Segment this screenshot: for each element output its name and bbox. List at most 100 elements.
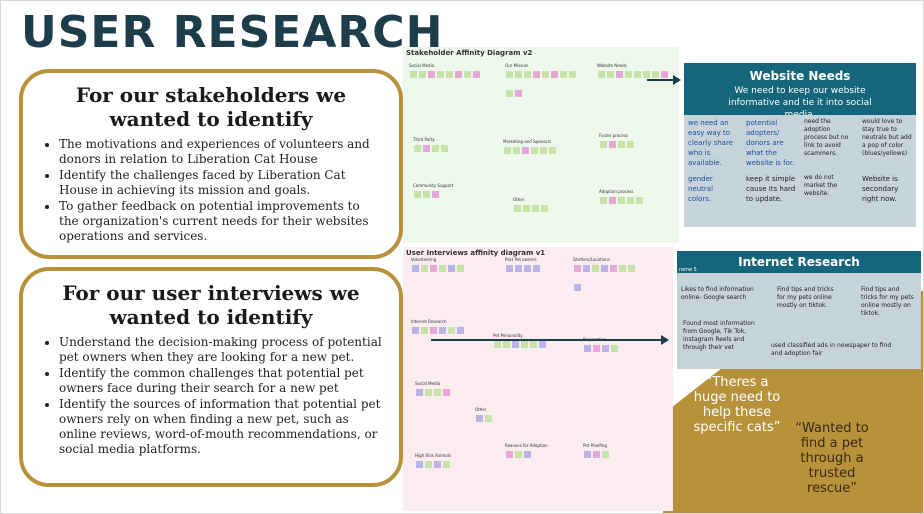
interviews-list: Understand the decision-making process o… [39,335,383,457]
sticky-note [539,341,546,348]
website-need-note: Website is secondary right now. [862,175,899,203]
sticky-note [512,341,519,348]
sticky-note [443,389,450,396]
sticky-note [540,147,547,154]
sticky-note [446,71,453,78]
sticky-group-label: Other [475,407,487,412]
sticky-note [523,205,530,212]
sticky-note [412,327,419,334]
sticky-note [549,147,556,154]
sticky-group: Social Media [409,63,481,89]
sticky-note [503,341,510,348]
sticky-note [421,265,428,272]
stakeholder-affinity-diagram: Stakeholder Affinity Diagram v2 Social M… [403,47,679,243]
page-title: USER RESEARCH [21,7,444,58]
sticky-note [515,71,522,78]
sticky-note [574,284,581,291]
website-needs-panel: Website Needs We need to keep our websit… [684,63,916,120]
sticky-note [533,71,540,78]
sticky-group-label: Reasons for Adoption [505,443,548,448]
sticky-note [634,71,641,78]
sticky-note [425,461,432,468]
list-item: Identify the sources of information that… [59,397,383,457]
website-need-note: potential adopters/ donors are what the … [746,119,795,167]
sticky-note [531,147,538,154]
sticky-group-label: Shelters/Locations [573,257,610,262]
sticky-note [574,265,581,272]
sticky-group-label: Pet Proofing [583,443,607,448]
sticky-note [434,389,441,396]
sticky-note [504,147,511,154]
sticky-note [600,141,607,148]
website-need-note: gender neutral colors. [688,175,714,203]
sticky-note [618,141,625,148]
sticky-note [414,191,421,198]
sticky-note [601,265,608,272]
sticky-note [533,265,540,272]
sticky-group: Internet Research [411,319,474,345]
sticky-note [521,341,528,348]
sticky-note [627,141,634,148]
quote-trusted-rescue: “Wanted to find a pet through a trusted … [795,421,869,496]
sticky-note [506,90,513,97]
sticky-note [625,71,632,78]
sticky-group-label: Community Support [413,183,454,188]
sticky-group-label: Social Media [409,63,435,68]
sticky-group-label: Social Media [415,381,441,386]
sticky-group: Reasons for Adoption [505,443,568,469]
sticky-note [506,265,513,272]
stakeholders-heading: For our stakeholders we wanted to identi… [75,83,347,131]
sticky-note [560,71,567,78]
sticky-group-label: Foster process [599,133,629,138]
sticky-note [515,265,522,272]
sticky-group-label: Pet Personality [493,333,523,338]
list-item: Understand the decision-making process o… [59,335,383,365]
sticky-group: Adoption process [599,189,671,215]
sticky-note [551,71,558,78]
sticky-note [542,71,549,78]
sticky-note [532,205,539,212]
sticky-group-label: High Risk Animals [415,453,451,458]
sticky-note [515,451,522,458]
sticky-note [583,265,590,272]
sticky-note [584,345,591,352]
website-need-note: we do not market the website. [804,174,838,197]
diagram-title: Stakeholder Affinity Diagram v2 [406,49,533,57]
sticky-note [430,265,437,272]
sticky-note [652,71,659,78]
sticky-note [609,141,616,148]
arrow-to-website-needs [647,75,681,85]
sticky-note [611,345,618,352]
website-need-note: would love to stay true to neutrals but … [862,118,912,157]
sticky-group-label: Internet Research [411,319,447,324]
website-needs-heading: Website Needs [749,69,851,83]
sticky-note [425,389,432,396]
sticky-note [515,90,522,97]
sticky-note [569,71,576,78]
sticky-note [419,71,426,78]
sticky-note [494,341,501,348]
sticky-note [423,191,430,198]
sticky-group-label: Adoption process [599,189,634,194]
interviews-heading: For our user interviews we wanted to ide… [62,281,360,329]
sticky-group-label: Other [513,197,525,202]
sticky-note [541,205,548,212]
sticky-group: Other [513,197,585,223]
sticky-note [524,71,531,78]
sticky-note [643,71,650,78]
sticky-note [602,345,609,352]
sticky-note [414,145,421,152]
sticky-note [513,147,520,154]
frame-label: rame 5 [679,267,697,273]
sticky-note [636,197,643,204]
sticky-note [616,71,623,78]
sticky-note [448,327,455,334]
sticky-group-label: Third Party [413,137,435,142]
sticky-group: Community Support [413,183,485,209]
sticky-group: Pet Proofing [583,443,646,469]
sticky-group: Our Mission [505,63,577,108]
internet-research-heading: Internet Research [738,255,860,269]
sticky-note [598,71,605,78]
sticky-note [464,71,471,78]
